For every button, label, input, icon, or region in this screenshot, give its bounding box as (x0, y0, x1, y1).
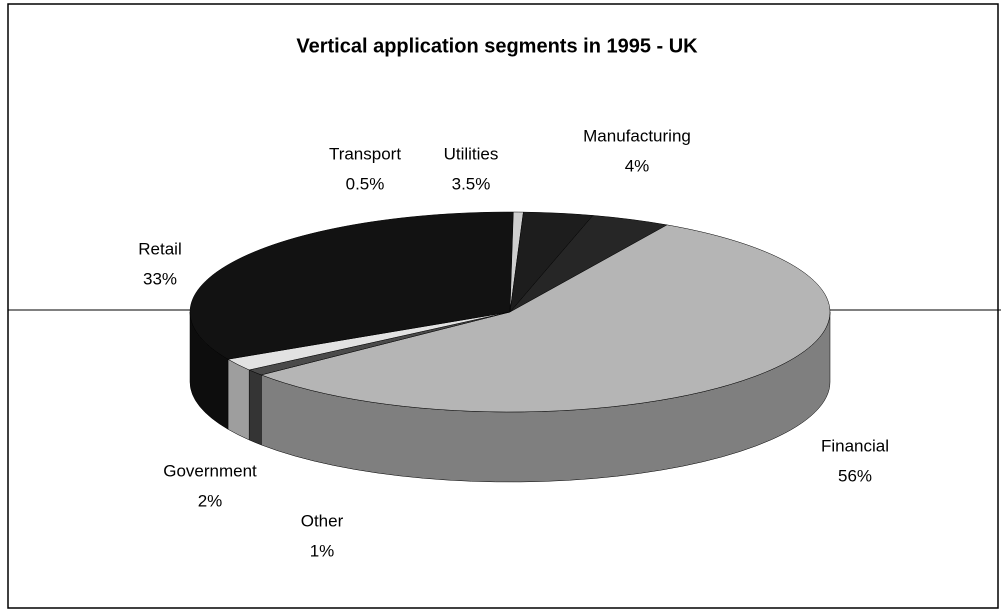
slice-value-label: 2% (198, 491, 223, 510)
slice-label: Transport (329, 144, 401, 163)
slice-label: Other (301, 511, 344, 530)
slice-label: Utilities (444, 144, 499, 163)
slice (260, 224, 831, 413)
slice (509, 211, 594, 313)
slice-value-label: 33% (143, 269, 177, 288)
slice-label: Manufacturing (583, 126, 691, 145)
slice-label: Government (163, 461, 257, 480)
slice-value-label: 0.5% (346, 174, 385, 193)
slice (189, 211, 514, 360)
slice-side (227, 358, 250, 441)
slice-side (248, 369, 262, 446)
slice-value-label: 1% (310, 541, 335, 560)
slice-value-label: 56% (838, 466, 872, 485)
chart-title: Vertical application segments in 1995 - … (296, 35, 698, 57)
slice-value-label: 4% (625, 156, 650, 175)
slice-label: Financial (821, 436, 889, 455)
slice-value-label: 3.5% (452, 174, 491, 193)
slice-label: Retail (138, 239, 181, 258)
